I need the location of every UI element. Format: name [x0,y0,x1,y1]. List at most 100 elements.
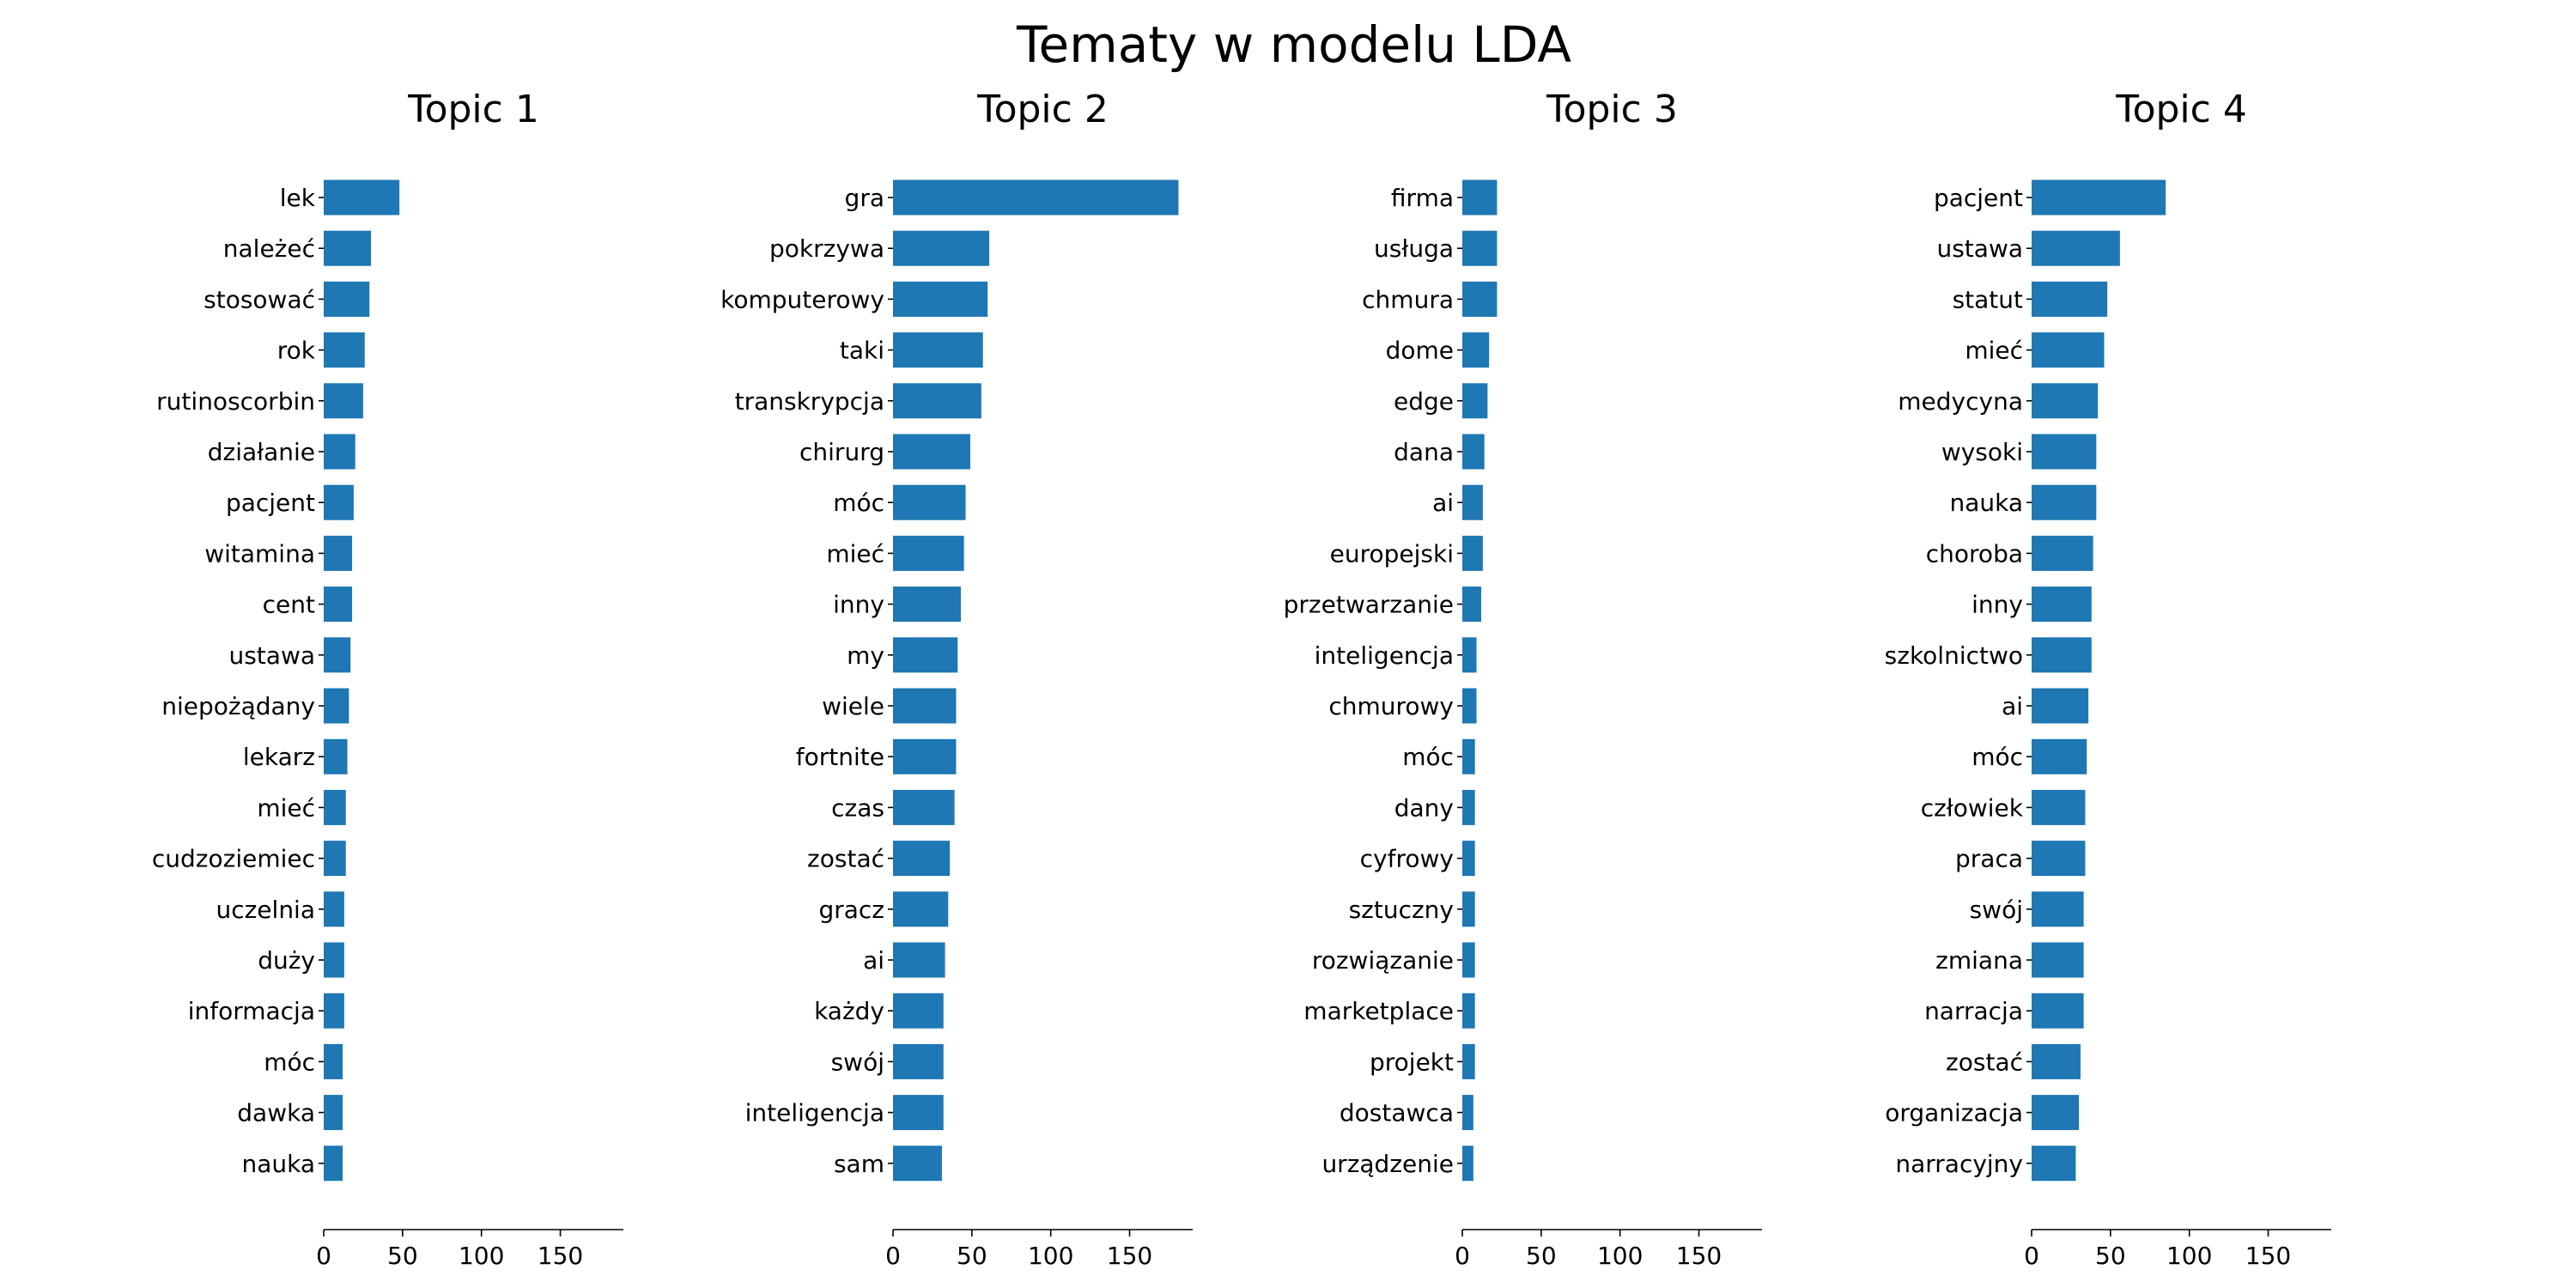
x-tick-label: 150 [538,1242,583,1270]
category-label: fortnite [796,743,884,771]
bar [324,738,348,775]
bar [2032,230,2120,266]
panel-title: Topic 1 [407,88,539,131]
category-label: narracyjny [1895,1150,2023,1178]
category-label: transkrypcja [735,387,884,416]
bar [2032,789,2086,825]
bar [324,586,353,623]
category-label: czas [831,793,884,822]
category-label: działanie [208,438,315,466]
category-label: my [847,641,884,670]
bar [324,281,370,317]
category-label: duży [258,946,315,975]
category-label: narracja [1924,997,2023,1025]
category-label: taki [840,337,884,365]
x-tick-label: 0 [316,1242,331,1270]
x-tick-label: 0 [885,1242,901,1270]
bar [893,179,1179,216]
category-label: ai [2002,692,2023,720]
category-label: gra [845,184,884,212]
bar [324,789,346,825]
bar [893,586,961,623]
category-label: mieć [1965,337,2023,365]
category-label: cyfrowy [1360,845,1454,873]
category-label: rozwiązanie [1312,946,1454,975]
bar [1462,1145,1473,1182]
bar [893,942,945,978]
bar [2032,332,2105,368]
category-label: mieć [826,539,884,568]
bar [1462,383,1488,419]
panel-title: Topic 4 [2115,88,2247,131]
topic-panel-4: Topic 4 pacjent ustawa statut mieć medycyna wy… [1885,88,2331,1270]
category-label: ai [1432,489,1454,517]
bar [324,637,351,673]
bar [324,434,355,470]
bar [2032,179,2166,216]
bar [324,1043,343,1079]
category-label: gracz [818,896,884,924]
x-tick-label: 0 [2024,1242,2039,1270]
bar [2032,637,2092,673]
category-label: szkolnictwo [1885,641,2023,670]
bar [2032,738,2087,775]
category-label: inteligencja [745,1099,884,1127]
bar [2032,383,2099,419]
x-tick-label: 50 [387,1242,418,1270]
bar [893,738,957,775]
category-label: pacjent [1934,184,2023,212]
x-tick-label: 100 [459,1242,504,1270]
bar [893,891,949,927]
bar [324,1145,343,1182]
bar [2032,586,2092,623]
bar [1462,688,1477,724]
category-label: zmiana [1935,946,2023,975]
category-label: inteligencja [1315,641,1454,670]
category-label: mieć [257,793,315,822]
category-label: choroba [1926,539,2023,568]
category-label: edge [1394,387,1454,416]
bar [324,1095,343,1131]
bar [2032,891,2084,927]
category-label: nauka [241,1150,315,1178]
bar [324,230,372,266]
bar [1462,891,1475,927]
category-label: cent [263,591,315,619]
bar [324,332,365,368]
category-label: chmurowy [1328,692,1454,720]
bar [2032,688,2089,724]
x-tick-label: 150 [1107,1242,1152,1270]
category-label: projekt [1370,1048,1454,1076]
bar [893,484,966,520]
category-label: uczelnia [216,896,315,924]
category-label: dome [1386,337,1454,365]
bar [1462,434,1485,470]
bar [1462,841,1475,877]
category-label: lekarz [243,743,315,771]
topic-panel-1: Topic 1 lek należeć stosować rok rutinoscorbi… [152,88,623,1270]
bar [1462,332,1490,368]
bar [893,1095,944,1131]
bar [324,993,344,1029]
bar [2032,1145,2076,1182]
bar [324,688,349,724]
bar [1462,230,1498,266]
category-label: chirurg [799,438,884,466]
category-label: marketplace [1303,997,1454,1025]
topic-panel-3: Topic 3 firma usługa chmura dome edge dana ai eu… [1284,88,1762,1270]
category-label: móc [833,489,884,517]
x-tick-label: 150 [2245,1242,2291,1270]
category-label: dostawca [1340,1099,1454,1127]
bar [893,230,990,266]
x-tick-label: 0 [1455,1242,1470,1270]
category-label: europejski [1330,539,1454,568]
bar [324,484,354,520]
category-label: należeć [223,234,315,263]
topic-panel-2: Topic 2 gra pokrzywa komputerowy taki transkr… [720,88,1193,1270]
category-label: wiele [822,692,884,720]
bar [893,688,957,724]
x-tick-label: 50 [1526,1242,1557,1270]
category-label: inny [1971,591,2023,619]
category-label: chmura [1362,285,1454,313]
category-label: medycyna [1898,387,2023,416]
